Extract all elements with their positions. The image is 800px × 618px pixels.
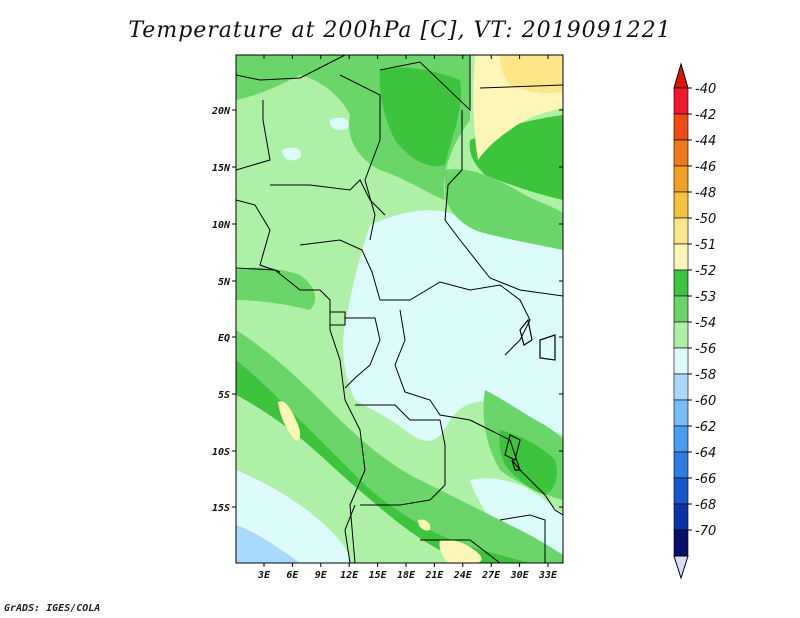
colorbar-swatch <box>673 399 689 427</box>
colorbar-swatch <box>673 321 689 349</box>
colorbar-swatch <box>673 529 689 557</box>
colorbar-swatch <box>673 191 689 219</box>
colorbar-swatch <box>673 87 689 115</box>
colorbar-label: -58 <box>695 368 716 383</box>
colorbar-label: -51 <box>695 238 716 253</box>
colorbar-label: -70 <box>695 524 716 539</box>
colorbar-label: -48 <box>695 186 716 201</box>
lon-tick-label: 33E <box>538 570 558 581</box>
lat-tick-label: 10N <box>212 220 231 231</box>
lake-outlines <box>504 318 556 471</box>
colorbar-swatch <box>673 139 689 167</box>
colorbar-label: -52 <box>695 264 716 279</box>
coastline <box>236 267 366 563</box>
lon-tick-label: 6E <box>286 570 299 581</box>
region-dark-green-bands <box>499 430 557 495</box>
lon-tick-label: 18E <box>397 570 416 581</box>
colorbar-label: -54 <box>695 316 716 331</box>
map-panel <box>236 55 563 563</box>
colorbar-label: -53 <box>695 290 716 305</box>
lat-tick-label: 15S <box>212 503 230 514</box>
region-central-cold-pool <box>343 210 563 441</box>
lat-tick-label: 20N <box>211 106 231 117</box>
colorbar-swatch <box>673 503 689 531</box>
colorbar-swatch <box>673 165 689 193</box>
lon-tick-label: 27E <box>481 570 501 581</box>
colorbar-swatch <box>673 269 689 297</box>
colorbar-label: -64 <box>695 446 716 461</box>
colorbar-swatch <box>673 451 689 479</box>
lon-tick-label: 15E <box>369 570 388 581</box>
colorbar-label: -40 <box>695 82 716 97</box>
colorbar-label: -46 <box>695 160 716 175</box>
region-warm-pale-yellow <box>278 401 301 441</box>
colorbar-bottom-cap <box>673 555 689 580</box>
lon-tick-label: 30E <box>510 570 530 581</box>
colorbar-swatch <box>673 113 689 141</box>
lon-tick-label: 3E <box>257 570 271 581</box>
longitude-axis: 3E 6E 9E 12E 15E 18E 21E 24E 27E 30E 33E <box>257 55 558 581</box>
lon-tick-label: 24E <box>453 570 473 581</box>
region-warm-yellow <box>500 55 563 94</box>
map-frame <box>235 54 564 564</box>
colorbar-label: -66 <box>695 472 716 487</box>
colorbar-swatch <box>673 425 689 453</box>
lon-tick-label: 21E <box>424 570 444 581</box>
colorbar-swatch <box>673 347 689 375</box>
lat-tick-label: 15N <box>212 163 231 174</box>
colorbar-swatch <box>673 295 689 323</box>
region-central-cold-pool <box>329 117 349 130</box>
lat-tick-label: 10S <box>212 447 230 458</box>
colorbar-swatch <box>673 477 689 505</box>
region-blue-southwest <box>236 525 300 563</box>
lon-tick-label: 9E <box>315 570 328 581</box>
colorbar-label: -56 <box>695 342 716 357</box>
colorbar-swatch <box>673 217 689 245</box>
colorbar-swatch <box>673 373 689 401</box>
colorbar-label: -42 <box>695 108 716 123</box>
region-warm-pale-yellow <box>439 539 482 563</box>
colorbar-label: -44 <box>695 134 716 149</box>
region-dark-green-bands <box>379 67 462 167</box>
colorbar-label: -62 <box>695 420 716 435</box>
lon-tick-label: 12E <box>340 570 359 581</box>
colorbar-label: -50 <box>695 212 716 227</box>
latitude-axis: 20N 15N 10N 5N EQ 5S 10S 15S <box>211 106 563 514</box>
colorbar-label: -60 <box>695 394 716 409</box>
region-warm-pale-yellow <box>418 519 431 531</box>
region-mid-green-bands <box>445 169 563 250</box>
map-title: Temperature at 200hPa [C], VT: 201909122… <box>128 18 672 43</box>
colorbar-swatch <box>673 243 689 271</box>
colorbar: -40 -42 -44 -46 -48 -50 -51 -52 -53 -54 -56 -58 -60 -… <box>673 62 716 580</box>
grads-credit: GrADS: IGES/COLA <box>4 603 101 614</box>
lat-tick-label: EQ <box>218 333 230 344</box>
lat-tick-label: 5S <box>218 390 230 401</box>
colorbar-label: -68 <box>695 498 716 513</box>
colorbar-top-cap <box>673 62 689 89</box>
region-central-cold-pool <box>282 147 302 161</box>
lat-tick-label: 5N <box>218 277 231 288</box>
region-mid-green-bands <box>236 267 316 310</box>
